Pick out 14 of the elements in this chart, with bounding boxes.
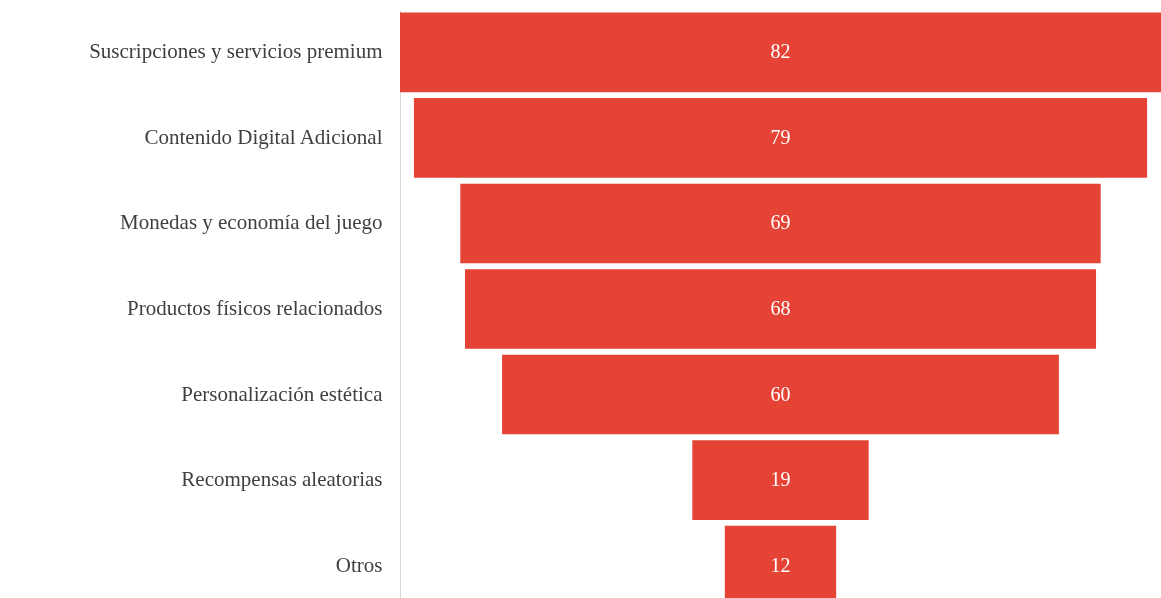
data-label: 68	[770, 297, 791, 319]
data-label: 60	[770, 382, 791, 405]
category-label: Recompensas aleatorias	[181, 467, 383, 492]
category-label: Otros	[335, 552, 383, 577]
category-label: Contenido Digital Adicional	[144, 124, 383, 149]
data-label: 69	[770, 211, 791, 234]
data-label: 19	[770, 468, 791, 491]
data-label: 12	[770, 553, 791, 576]
category-label: Productos físicos relacionados	[127, 296, 383, 320]
data-label: 82	[770, 40, 791, 63]
category-label: Personalización estética	[181, 381, 384, 406]
category-label: Monedas y economía del juego	[120, 210, 383, 235]
data-label: 79	[770, 125, 791, 148]
category-label: Suscripciones y servicios premium	[89, 39, 383, 64]
